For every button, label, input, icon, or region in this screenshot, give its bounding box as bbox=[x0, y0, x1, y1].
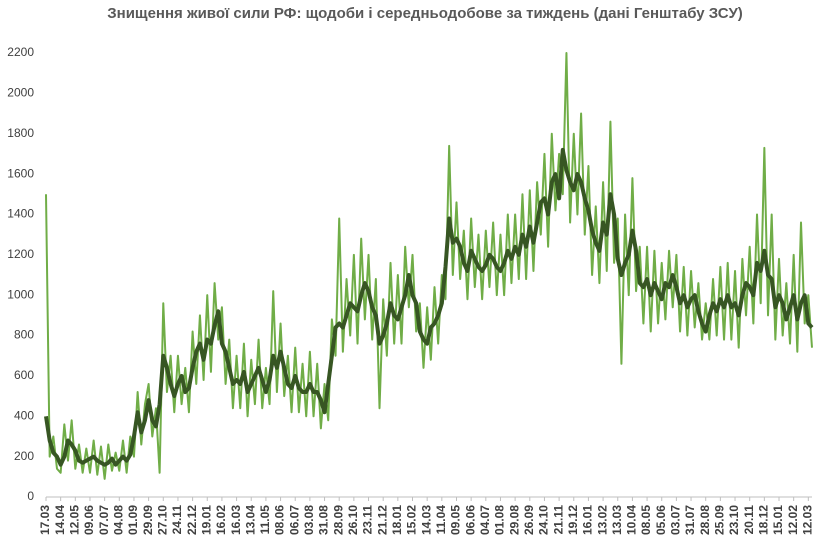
x-tick-label: 16.02 bbox=[214, 505, 228, 535]
x-tick-label: 19.12 bbox=[566, 505, 580, 535]
x-tick-label: 06.07 bbox=[287, 505, 301, 535]
x-tick-label: 09.06 bbox=[82, 505, 96, 535]
x-tick-label: 19.01 bbox=[199, 505, 213, 535]
x-tick-label: 21.11 bbox=[551, 505, 565, 535]
y-tick-label: 400 bbox=[14, 408, 34, 422]
x-tick-label: 25.09 bbox=[713, 505, 727, 535]
y-tick-label: 1200 bbox=[7, 247, 34, 261]
y-tick-label: 0 bbox=[27, 489, 34, 503]
x-tick-label: 01.09 bbox=[126, 505, 140, 535]
x-tick-label: 29.08 bbox=[507, 505, 521, 535]
x-tick-label: 14.04 bbox=[53, 505, 67, 535]
y-tick-label: 800 bbox=[14, 328, 34, 342]
x-tick-label: 06.06 bbox=[463, 505, 477, 535]
x-tick-label: 01.08 bbox=[493, 505, 507, 535]
x-tick-label: 15.02 bbox=[405, 505, 419, 535]
x-tick-label: 26.10 bbox=[346, 505, 360, 535]
y-tick-label: 200 bbox=[14, 449, 34, 463]
x-tick-label: 21.12 bbox=[375, 505, 389, 535]
x-tick-label: 24.10 bbox=[537, 505, 551, 535]
x-tick-label: 17.03 bbox=[38, 505, 52, 535]
x-tick-label: 04.08 bbox=[111, 505, 125, 535]
x-tick-label: 11.04 bbox=[434, 505, 448, 535]
y-tick-label: 1400 bbox=[7, 207, 34, 221]
x-tick-label: 22.12 bbox=[185, 505, 199, 535]
x-tick-label: 20.11 bbox=[742, 505, 756, 535]
x-tick-label: 28.08 bbox=[698, 505, 712, 535]
x-tick-label: 12.03 bbox=[801, 505, 815, 535]
x-tick-label: 31.08 bbox=[317, 505, 331, 535]
x-tick-label: 07.07 bbox=[97, 505, 111, 535]
y-tick-label: 1600 bbox=[7, 166, 34, 180]
x-tick-label: 16.01 bbox=[581, 505, 595, 535]
x-tick-label: 13.02 bbox=[595, 505, 609, 535]
x-tick-label: 15.01 bbox=[771, 505, 785, 535]
y-tick-label: 1000 bbox=[7, 287, 34, 301]
chart-title: Знищення живої сили РФ: щодоби і середнь… bbox=[107, 5, 743, 22]
x-tick-label: 18.12 bbox=[757, 505, 771, 535]
x-tick-label: 11.05 bbox=[258, 505, 272, 535]
x-tick-label: 03.08 bbox=[302, 505, 316, 535]
y-tick-label: 600 bbox=[14, 368, 34, 382]
x-tick-label: 03.07 bbox=[669, 505, 683, 535]
x-tick-label: 16.03 bbox=[229, 505, 243, 535]
x-tick-label: 18.01 bbox=[390, 505, 404, 535]
x-tick-label: 13.03 bbox=[610, 505, 624, 535]
series-line bbox=[45, 52, 813, 480]
x-tick-label: 08.05 bbox=[639, 505, 653, 535]
y-tick-label: 2000 bbox=[7, 86, 34, 100]
x-tick-label: 04.07 bbox=[478, 505, 492, 535]
x-tick-label: 13.04 bbox=[243, 505, 257, 535]
x-tick-label: 31.07 bbox=[683, 505, 697, 535]
y-tick-label: 2200 bbox=[7, 45, 34, 59]
x-tick-label: 14.03 bbox=[419, 505, 433, 535]
x-tick-label: 05.06 bbox=[654, 505, 668, 535]
series-line bbox=[44, 147, 814, 467]
x-tick-label: 10.04 bbox=[625, 505, 639, 535]
x-tick-label: 08.06 bbox=[273, 505, 287, 535]
x-tick-label: 26.09 bbox=[522, 505, 536, 535]
x-tick-label: 12.05 bbox=[67, 505, 81, 535]
x-tick-label: 12.02 bbox=[786, 505, 800, 535]
x-tick-label: 23.10 bbox=[727, 505, 741, 535]
x-tick-label: 23.11 bbox=[361, 505, 375, 535]
x-tick-label: 27.10 bbox=[155, 505, 169, 535]
x-tick-label: 24.11 bbox=[170, 505, 184, 535]
x-tick-label: 29.09 bbox=[141, 505, 155, 535]
y-tick-label: 1800 bbox=[7, 126, 34, 140]
x-tick-label: 28.09 bbox=[331, 505, 345, 535]
x-tick-label: 09.05 bbox=[449, 505, 463, 535]
